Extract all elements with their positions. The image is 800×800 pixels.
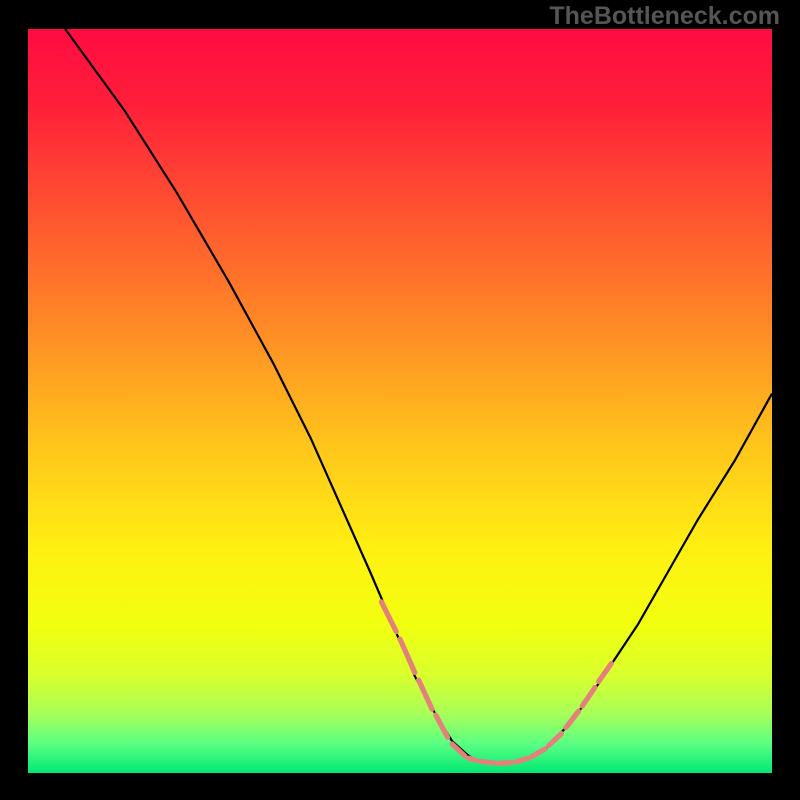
watermark-text: TheBottleneck.com	[549, 2, 780, 31]
dash-segment	[480, 761, 493, 762]
dash-segment	[468, 758, 475, 760]
dash-segment	[498, 763, 511, 764]
plot-svg	[28, 29, 772, 773]
gradient-bg	[28, 29, 772, 773]
dash-segment	[516, 758, 529, 762]
plot-area	[28, 29, 772, 773]
